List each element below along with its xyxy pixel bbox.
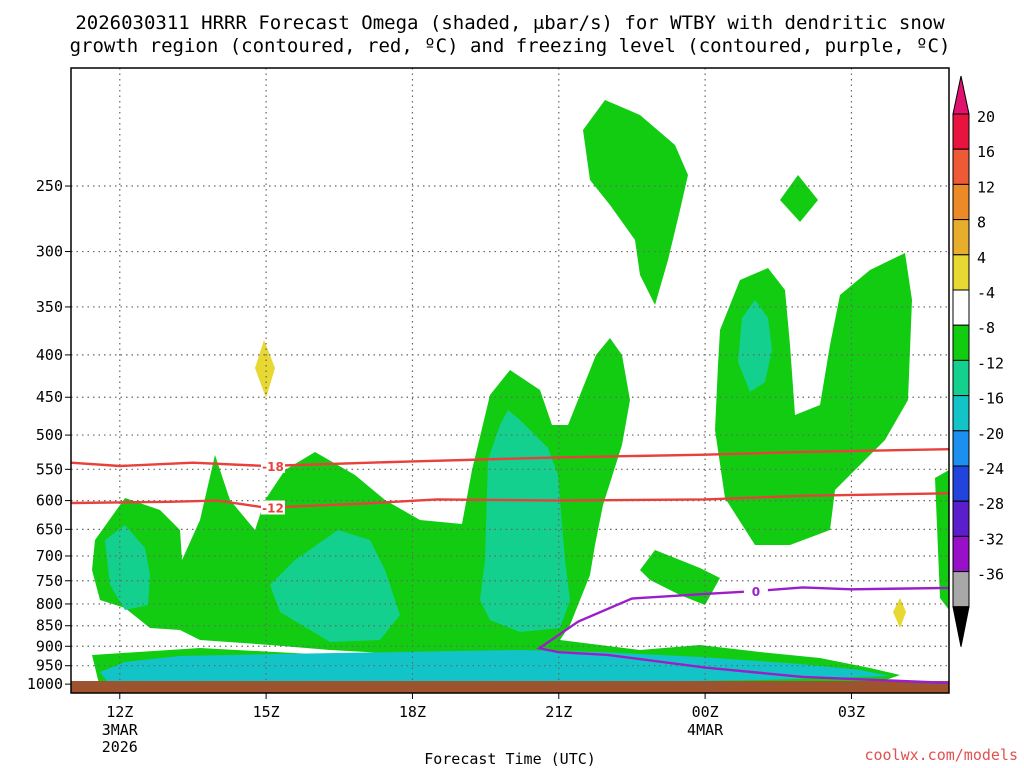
y-tick-label-750: 750 (36, 572, 63, 590)
contour-label--12: -12 (262, 501, 284, 515)
x-tick-label-15Z: 15Z (253, 703, 280, 721)
omega-shading (92, 100, 949, 688)
x-tick-label-21Z: 21Z (545, 703, 572, 721)
y-tick-label-300: 300 (36, 243, 63, 261)
y-axis: 250 300 350 400 450 500 550 600 650 700 750 800 850 9… (27, 177, 71, 693)
x-tick-label-00Z: 00Z (692, 703, 719, 721)
y-tick-label-600: 600 (36, 492, 63, 510)
colorbar: 20 16 12 8 4 -4 -8 -12 -16 -20 -24 -28 -32 -36 (952, 75, 1004, 647)
y-tick-label-650: 650 (36, 520, 63, 538)
colorbar-swatch-8 (952, 395, 970, 432)
y-tick-label-350: 350 (36, 298, 63, 316)
colorbar-swatch-7 (952, 359, 970, 397)
colorbar-swatch-5 (952, 289, 970, 326)
contour-line-0 (536, 586, 950, 685)
x-tick-label-12Z: 12Z (106, 703, 133, 721)
y-tick-label-450: 450 (36, 388, 63, 406)
colorbar-label--12: -12 (977, 354, 1004, 372)
contour-label-bg--12 (260, 500, 285, 515)
x-tick-label-03Z: 03Z (838, 703, 865, 721)
y-tick-label-850: 850 (36, 617, 63, 635)
x-tick-sublabel-2026: 2026 (102, 738, 138, 756)
contour-lines: -18 -12 0 (70, 448, 950, 685)
contour-line--18 (70, 448, 950, 468)
colorbar-label--36: -36 (977, 566, 1004, 584)
colorbar-label--32: -32 (977, 530, 1004, 548)
colorbar-swatch-10 (952, 465, 970, 502)
colorbar-label--4: -4 (977, 284, 995, 302)
contour-label-0: 0 (752, 585, 760, 599)
colorbar-swatch-2 (952, 183, 970, 221)
ground-surface (71, 681, 949, 693)
colorbar-top-cap (952, 75, 970, 115)
x-tick-label-18Z: 18Z (399, 703, 426, 721)
x-tick-sublabel-4MAR: 4MAR (687, 721, 724, 739)
colorbar-swatch-1 (952, 148, 970, 185)
contour-label--18: -18 (262, 460, 284, 474)
colorbar-label--20: -20 (977, 425, 1004, 443)
colorbar-swatch-11 (952, 500, 970, 537)
colorbar-label-4: 4 (977, 249, 986, 267)
colorbar-label-8: 8 (977, 214, 986, 232)
y-tick-label-1000: 1000 (27, 675, 63, 693)
colorbar-swatch-6 (952, 324, 970, 361)
gridlines (71, 68, 949, 693)
y-tick-label-900: 900 (36, 637, 63, 655)
colorbar-label-16: 16 (977, 143, 995, 161)
credit-text: coolwx.com/models (864, 746, 1018, 764)
colorbar-swatch-0 (952, 113, 970, 150)
y-tick-label-550: 550 (36, 460, 63, 478)
y-tick-label-700: 700 (36, 547, 63, 565)
contour-label-bg--18 (260, 458, 285, 473)
colorbar-label--28: -28 (977, 495, 1004, 513)
colorbar-bottom-cap (952, 606, 970, 647)
colorbar-label--8: -8 (977, 319, 995, 337)
colorbar-swatch-12 (952, 535, 970, 573)
chart-title-line2: growth region (contoured, red, ºC) and f… (70, 35, 951, 57)
colorbar-swatch-4 (952, 254, 970, 291)
y-tick-label-500: 500 (36, 426, 63, 444)
x-tick-sublabel-3MAR: 3MAR (102, 721, 139, 739)
y-tick-label-950: 950 (36, 657, 63, 675)
colorbar-label--24: -24 (977, 460, 1004, 478)
y-tick-label-800: 800 (36, 595, 63, 613)
colorbar-swatch-13 (952, 571, 970, 608)
plot-frame (70, 67, 950, 694)
contour-label-bg-0 (743, 584, 768, 599)
contour-line--12 (70, 492, 950, 509)
colorbar-label--16: -16 (977, 390, 1004, 408)
y-tick-label-400: 400 (36, 346, 63, 364)
colorbar-label-20: 20 (977, 108, 995, 126)
x-axis-title: Forecast Time (UTC) (424, 750, 596, 768)
colorbar-label-12: 12 (977, 178, 995, 196)
colorbar-swatch-9 (952, 430, 970, 467)
y-tick-label-250: 250 (36, 177, 63, 195)
chart-title-line1: 2026030311 HRRR Forecast Omega (shaded, … (75, 12, 945, 34)
colorbar-swatch-3 (952, 219, 970, 256)
